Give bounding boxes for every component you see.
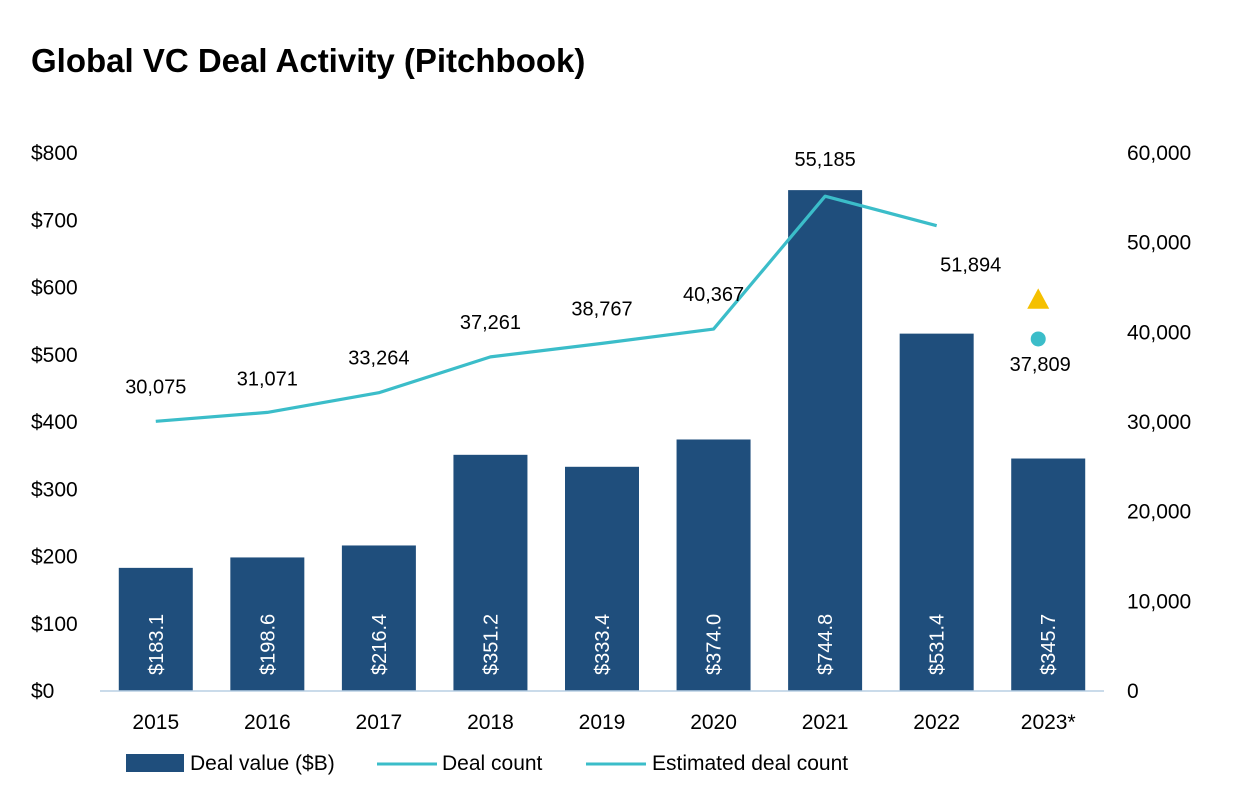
left-axis-tick-label: $700 (31, 209, 78, 232)
bar-value-label: $374.0 (704, 614, 726, 675)
bar-2015 (118, 567, 193, 691)
bar-2022 (899, 333, 974, 691)
deal-count-series: 30,075 31,071 33,264 37,261 38,767 40,367 55,1… (125, 149, 1001, 423)
category-label: 2017 (356, 711, 403, 734)
right-axis-tick-label: 0 (1127, 680, 1139, 703)
legend-label-deal-count: Deal count (442, 752, 543, 775)
right-axis-tick-label: 50,000 (1127, 232, 1191, 255)
chart-title: Global VC Deal Activity (Pitchbook) (31, 42, 585, 79)
bar-2017 (341, 545, 416, 691)
category-label: 2022 (913, 711, 960, 734)
category-label: 2016 (244, 711, 291, 734)
deal-count-label: 40,367 (683, 284, 744, 306)
left-axis-tick-label: $0 (31, 680, 54, 703)
deal-count-label: 55,185 (795, 149, 856, 171)
left-axis-tick-label: $400 (31, 411, 78, 434)
right-axis: 0 10,000 20,000 30,000 40,000 50,000 60,000 (1127, 142, 1191, 703)
right-axis-tick-label: 40,000 (1127, 321, 1191, 344)
bar-2016 (230, 557, 305, 691)
bar-2023* (1011, 458, 1086, 691)
left-axis-tick-label: $500 (31, 344, 78, 367)
deal-count-label: 30,075 (125, 376, 186, 398)
legend-label-estimated-deal-count: Estimated deal count (652, 752, 848, 775)
x-axis-categories: 2015 2016 2017 2018 2019 2020 2021 2022 2023* (132, 711, 1075, 734)
estimated-deal-count-label: 37,809 (1010, 354, 1071, 376)
deal-count-label: 31,071 (237, 368, 298, 390)
legend: Deal value ($B) Deal count Estimated dea… (126, 752, 848, 775)
deal-count-label: 33,264 (348, 348, 409, 370)
estimated-deal-count-series: 37,809 (1010, 288, 1071, 376)
estimated-deal-count-marker (1030, 331, 1046, 347)
bar-2019 (565, 466, 639, 691)
deal-count-label: 38,767 (571, 298, 632, 320)
bar-value-label: $198.6 (257, 614, 279, 675)
left-axis-tick-label: $200 (31, 546, 78, 569)
deal-count-line (155, 194, 938, 423)
left-axis-tick-label: $100 (31, 613, 78, 636)
bar-value-label: $351.2 (480, 614, 502, 675)
bar-2020 (676, 439, 751, 691)
left-axis-tick-label: $800 (31, 142, 78, 165)
category-label: 2021 (802, 711, 849, 734)
deal-value-bars: $183.1 $198.6 $216.4 $351.2 $333.4 $374.0 $744… (118, 190, 1086, 691)
right-axis-tick-label: 60,000 (1127, 142, 1191, 165)
bar-2021 (788, 190, 863, 691)
bar-value-label: $183.1 (146, 614, 168, 675)
bar-value-label: $345.7 (1038, 614, 1060, 675)
left-axis-tick-label: $300 (31, 478, 78, 501)
legend-swatch-deal-value (126, 754, 184, 772)
bar-value-label: $531.4 (927, 614, 949, 675)
right-axis-tick-label: 20,000 (1127, 501, 1191, 524)
category-label: 2020 (690, 711, 737, 734)
category-label: 2023* (1021, 711, 1076, 734)
category-label: 2019 (579, 711, 626, 734)
bar-value-label: $333.4 (592, 614, 614, 675)
category-label: 2015 (132, 711, 179, 734)
bar-2018 (453, 454, 528, 691)
right-axis-tick-label: 30,000 (1127, 411, 1191, 434)
bar-value-label: $744.8 (815, 614, 837, 675)
bar-value-label: $216.4 (369, 614, 391, 675)
left-axis-tick-label: $600 (31, 277, 78, 300)
legend-label-deal-value: Deal value ($B) (190, 752, 335, 775)
deal-count-label: 51,894 (940, 255, 1001, 277)
deal-count-label: 37,261 (460, 312, 521, 334)
right-axis-tick-label: 10,000 (1127, 590, 1191, 613)
category-label: 2018 (467, 711, 514, 734)
left-axis: $0 $100 $200 $300 $400 $500 $600 $700 $800 (31, 142, 78, 703)
triangle-marker (1027, 288, 1050, 309)
